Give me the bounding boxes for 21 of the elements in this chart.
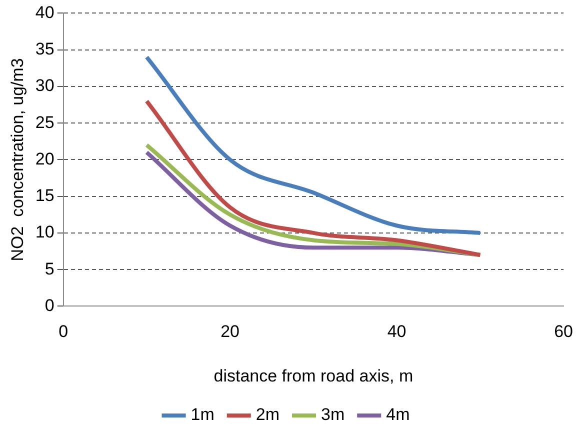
x-axis-title: distance from road axis, m <box>214 366 414 386</box>
legend-label: 3m <box>321 405 345 424</box>
line-series <box>144 55 482 235</box>
legend-label: 4m <box>386 405 410 424</box>
legend-label: 1m <box>190 405 214 424</box>
x-tick-label: 20 <box>220 322 240 342</box>
x-tick-label: 0 <box>58 322 68 342</box>
y-tick-label: 10 <box>35 222 54 242</box>
x-tick-label: 40 <box>387 322 406 342</box>
legend-label: 2m <box>256 405 280 424</box>
x-tick-label: 60 <box>554 322 574 342</box>
y-axis-title: NO2 concentration, ug/m3 <box>8 58 27 262</box>
y-tick-label: 35 <box>35 40 54 59</box>
y-tick-label: 5 <box>44 259 54 278</box>
line-series <box>144 99 482 257</box>
y-tick-label: 25 <box>35 112 54 132</box>
y-tick-label: 30 <box>35 76 54 96</box>
y-tick-label: 40 <box>35 2 54 22</box>
y-tick-label: 0 <box>44 296 54 315</box>
y-tick-label: 20 <box>35 149 54 168</box>
y-tick-label: 15 <box>35 186 54 206</box>
